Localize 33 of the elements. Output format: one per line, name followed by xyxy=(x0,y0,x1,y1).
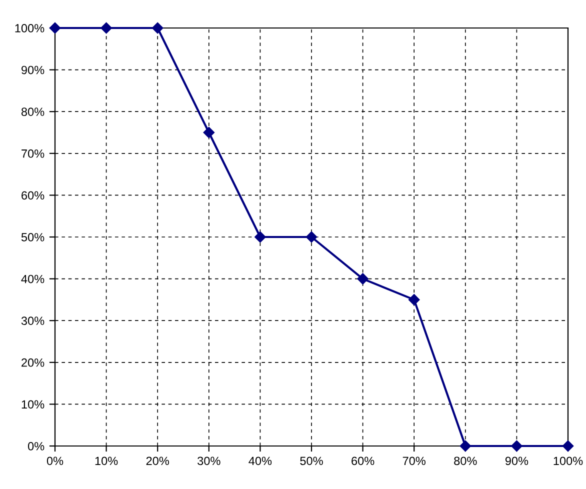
x-tick-label: 0% xyxy=(46,456,64,466)
point xyxy=(511,440,522,452)
y-tick-label: 20% xyxy=(22,358,44,367)
point xyxy=(306,231,318,243)
x-tick-label: 60% xyxy=(352,456,374,466)
y-tick-label: 90% xyxy=(22,66,44,74)
point xyxy=(562,440,574,452)
y-tick-label: 10% xyxy=(22,400,44,409)
x-tick-label: 30% xyxy=(198,456,220,466)
x-tick-label: 100% xyxy=(554,456,583,466)
point xyxy=(49,22,61,34)
y-tick-label: 0% xyxy=(28,442,44,450)
x-tick-label: 70% xyxy=(402,456,426,466)
x-tick-label: 90% xyxy=(505,456,528,466)
point xyxy=(152,22,164,34)
y-tick-label: 80% xyxy=(21,108,44,116)
x-tick-label: 20% xyxy=(146,456,169,466)
x-tick-label: 50% xyxy=(300,456,323,466)
y-tick-label: 100% xyxy=(15,24,44,32)
point xyxy=(408,294,420,306)
point xyxy=(460,440,472,452)
y-tick-label: 50% xyxy=(21,233,44,242)
point xyxy=(254,231,266,243)
point xyxy=(357,273,368,284)
x-tick-label: 40% xyxy=(248,456,272,466)
point xyxy=(203,126,215,138)
point xyxy=(100,22,112,34)
y-tick-label: 70% xyxy=(22,149,44,158)
y-tick-label: 60% xyxy=(22,191,44,200)
y-tick-label: 40% xyxy=(21,274,44,284)
x-tick-label: 10% xyxy=(95,456,118,466)
y-tick-label: 30% xyxy=(21,316,44,325)
x-tick-label: 80% xyxy=(454,456,477,466)
